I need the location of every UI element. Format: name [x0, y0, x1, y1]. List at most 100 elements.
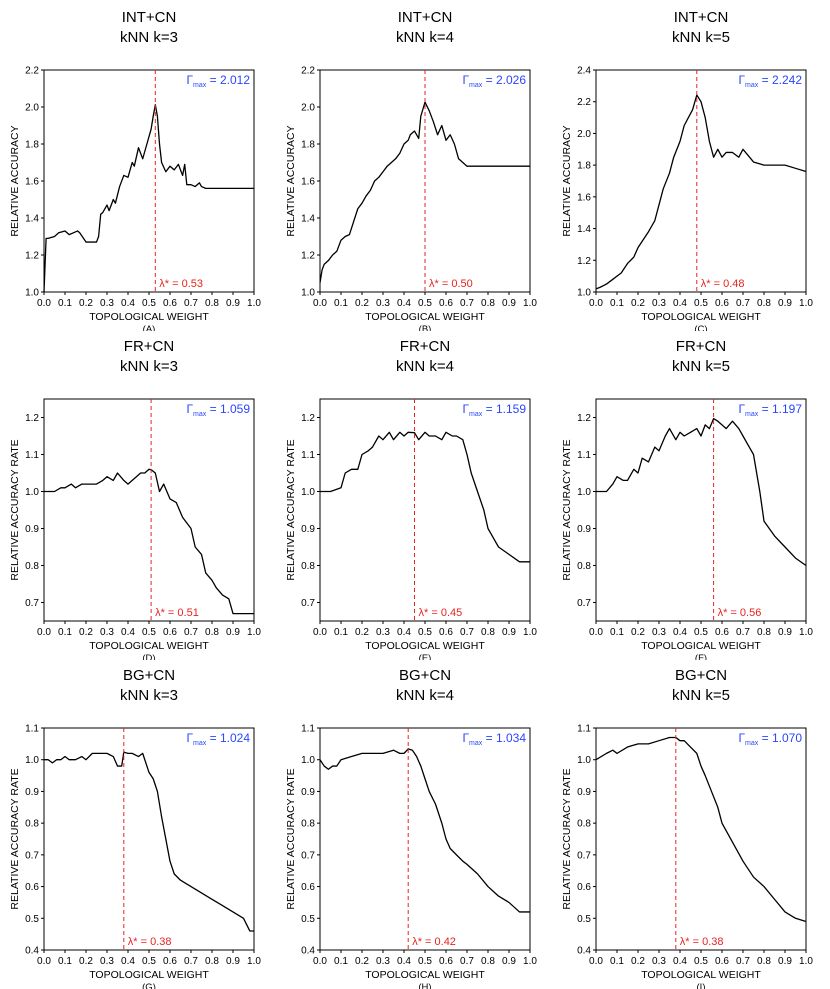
y-tick-label: 1.8	[301, 140, 315, 151]
panel-label: (I)	[697, 982, 706, 989]
x-tick-label: 0.9	[502, 627, 516, 638]
x-tick-label: 0.6	[163, 956, 177, 967]
series-line	[596, 417, 807, 567]
series-line	[44, 751, 254, 932]
y-tick-label: 1.2	[301, 251, 315, 262]
x-tick-label: 0.5	[418, 627, 432, 638]
x-tick-label: 0.3	[652, 298, 666, 309]
x-tick-label: 0.4	[673, 956, 687, 967]
plot-frame	[43, 398, 255, 622]
gamma-symbol: Γ	[738, 73, 745, 87]
x-tick-label: 0.4	[121, 627, 135, 638]
x-tick-label: 0.2	[631, 298, 645, 309]
y-tick-label: 0.9	[577, 524, 591, 535]
y-axis-label: RELATIVE ACCURACY RATE	[9, 439, 21, 580]
gamma-max-label: Γmax = 1.024	[186, 731, 250, 747]
x-tick-label: 0.5	[694, 956, 708, 967]
x-tick-label: 1.0	[247, 956, 261, 967]
gamma-symbol: Γ	[738, 731, 745, 745]
chart-panel: BG+CN kNN k=4 0.4 0.5 0.6 0.7 0.8 0.9 1.0 1.1 0.0 0…	[278, 660, 554, 989]
y-tick-label: 0.7	[301, 850, 315, 861]
gamma-symbol: Γ	[462, 73, 469, 87]
series-line	[43, 104, 254, 293]
y-tick-label: 0.8	[25, 819, 39, 830]
lambda-star-value: 0.38	[150, 936, 171, 948]
x-tick-label: 0.2	[355, 627, 369, 638]
chart-subtitle: kNN k=5	[672, 687, 730, 704]
chart-svg: FR+CN kNN k=3 0.7 0.8 0.9 1.0 1.1 1.2 0.0 0.1 0.2 0…	[9, 338, 261, 660]
x-tick-label: 0.1	[610, 627, 624, 638]
lambda-star-label: λ* = 0.45	[419, 607, 463, 619]
x-tick-label: 0.4	[121, 956, 135, 967]
gamma-max-value: 1.034	[496, 731, 526, 745]
plot-frame	[43, 727, 255, 951]
lambda-star-label: λ* = 0.53	[159, 278, 203, 290]
chart-title: BG+CN	[123, 667, 175, 684]
x-tick-label: 1.0	[523, 956, 537, 967]
x-tick-label: 0.5	[142, 298, 156, 309]
x-tick-label: 0.1	[58, 298, 72, 309]
y-axis-label: RELATIVE ACCURACY	[9, 125, 21, 236]
x-tick-label: 0.9	[778, 298, 792, 309]
chart-subtitle: kNN k=3	[120, 29, 178, 46]
x-tick-label: 0.9	[226, 627, 240, 638]
y-tick-label: 0.7	[25, 850, 39, 861]
x-tick-label: 1.0	[799, 627, 813, 638]
series-line	[319, 748, 530, 913]
x-tick-label: 0.7	[736, 627, 750, 638]
chart-panel: FR+CN kNN k=3 0.7 0.8 0.9 1.0 1.1 1.2 0.0 0.1 0.2 0…	[2, 331, 278, 660]
gamma-max-label: Γmax = 1.197	[738, 402, 802, 418]
x-tick-label: 0.0	[313, 298, 327, 309]
chart-title: FR+CN	[400, 338, 450, 355]
panel-label: (C)	[694, 324, 707, 331]
gamma-subscript: max	[745, 740, 759, 747]
x-tick-label: 0.5	[694, 298, 708, 309]
x-tick-label: 0.4	[673, 627, 687, 638]
x-tick-label: 0.0	[589, 956, 603, 967]
chart-subtitle: kNN k=4	[396, 358, 454, 375]
gamma-subscript: max	[469, 411, 483, 418]
gamma-equals: =	[482, 73, 496, 87]
y-tick-label: 0.4	[25, 946, 39, 957]
x-tick-label: 0.3	[376, 956, 390, 967]
x-tick-label: 0.3	[652, 627, 666, 638]
panel-label: (G)	[142, 982, 156, 989]
gamma-max-label: Γmax = 2.012	[186, 73, 250, 89]
lambda-star-value: 0.51	[177, 607, 198, 619]
y-axis-label: RELATIVE ACCURACY RATE	[9, 768, 21, 909]
y-tick-label: 1.0	[301, 755, 315, 766]
x-tick-label: 0.7	[736, 298, 750, 309]
chart-subtitle: kNN k=3	[120, 687, 178, 704]
lambda-star-label: λ* = 0.51	[155, 607, 199, 619]
x-axis-label: TOPOLOGICAL WEIGHT	[89, 640, 209, 652]
x-axis-label: TOPOLOGICAL WEIGHT	[365, 311, 485, 323]
gamma-max-value: 2.026	[496, 73, 526, 87]
plot-frame	[595, 727, 807, 951]
x-tick-label: 0.0	[313, 627, 327, 638]
x-tick-label: 0.1	[610, 298, 624, 309]
x-tick-label: 0.8	[757, 956, 771, 967]
lambda-star-prefix: λ* =	[159, 278, 181, 290]
y-tick-label: 0.8	[301, 819, 315, 830]
x-tick-label: 0.8	[481, 627, 495, 638]
gamma-symbol: Γ	[738, 402, 745, 416]
gamma-symbol: Γ	[186, 731, 193, 745]
x-tick-label: 0.6	[715, 956, 729, 967]
y-tick-label: 0.9	[25, 787, 39, 798]
x-tick-label: 0.3	[100, 627, 114, 638]
y-tick-label: 0.8	[577, 561, 591, 572]
y-tick-label: 0.8	[301, 561, 315, 572]
y-tick-label: 2.0	[301, 103, 315, 114]
y-tick-label: 1.2	[577, 413, 591, 424]
y-tick-label: 1.0	[25, 755, 39, 766]
y-tick-label: 0.7	[301, 598, 315, 609]
y-axis-label: RELATIVE ACCURACY RATE	[561, 439, 573, 580]
chart-subtitle: kNN k=5	[672, 358, 730, 375]
x-tick-label: 0.9	[778, 627, 792, 638]
panel-label: (E)	[419, 653, 432, 660]
x-tick-label: 0.7	[460, 298, 474, 309]
gamma-max-value: 2.012	[220, 73, 250, 87]
chart-panel: INT+CN kNN k=3 1.0 1.2 1.4 1.6 1.8 2.0 2.2 0.0 0.1…	[2, 2, 278, 331]
x-tick-label: 0.6	[163, 298, 177, 309]
